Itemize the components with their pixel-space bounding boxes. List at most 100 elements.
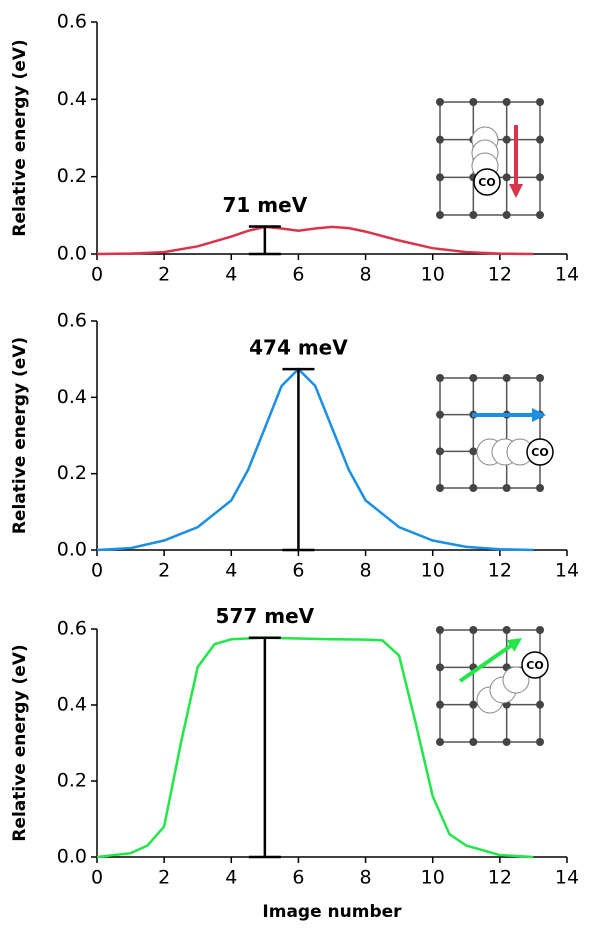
lattice-atom: [436, 98, 444, 106]
lattice-atom: [436, 173, 444, 182]
arrow-head: [509, 184, 523, 198]
inset: CO: [436, 98, 544, 219]
arrow-head: [532, 408, 546, 422]
lattice-atom: [436, 626, 444, 634]
inset: CO: [436, 374, 554, 492]
barrier-bar: [282, 367, 315, 552]
x-tick-label: 12: [488, 264, 512, 286]
lattice-atom: [436, 484, 444, 492]
y-tick-label: 0.0: [57, 846, 87, 868]
y-axis-label: Relative energy (eV): [10, 39, 30, 236]
lattice-atom: [436, 135, 444, 144]
lattice-atom: [536, 211, 544, 219]
direction-arrow: [458, 642, 514, 683]
y-tick-label: 0.4: [57, 694, 87, 716]
lattice-atom: [536, 135, 544, 144]
y-tick-label: 0.0: [57, 243, 87, 265]
barrier-bar: [248, 636, 281, 859]
x-tick-label: 10: [421, 560, 445, 582]
lattice-atom: [469, 484, 478, 492]
inset: CO: [436, 626, 549, 746]
y-tick-label: 0.2: [57, 770, 87, 792]
lattice-atom: [502, 626, 511, 634]
x-tick-label: 6: [292, 560, 304, 582]
lattice-atom: [502, 135, 511, 144]
lattice-atom: [502, 738, 511, 746]
y-tick-label: 0.0: [57, 539, 87, 561]
x-tick-label: 12: [488, 560, 512, 582]
y-tick-label: 0.2: [57, 165, 87, 187]
x-axis-label: Image number: [262, 902, 402, 922]
energy-curve: [96, 636, 534, 859]
co-label: CO: [531, 446, 548, 459]
y-axis-label: Relative energy (eV): [10, 337, 30, 534]
x-tick-label: 8: [360, 560, 372, 582]
y-tick-label: 0.4: [57, 386, 87, 408]
lattice-atom: [436, 211, 444, 219]
arrow-head: [506, 638, 522, 652]
co-molecule: [526, 438, 554, 466]
x-tick-label: 2: [158, 264, 170, 286]
lattice-atom: [469, 738, 478, 746]
lattice-atom: [536, 626, 544, 634]
y-tick-label: 0.4: [57, 88, 87, 110]
x-tick-label: 14: [555, 867, 579, 889]
lattice-atom: [502, 211, 511, 219]
x-tick-label: 4: [225, 560, 237, 582]
lattice-atom: [436, 663, 444, 672]
lattice-atom: [536, 738, 544, 746]
x-tick-label: 2: [158, 560, 170, 582]
co-ghost: [502, 666, 530, 694]
y-axis-label: Relative energy (eV): [10, 644, 30, 841]
co-molecule: [473, 168, 501, 196]
x-tick-label: 4: [225, 867, 237, 889]
barrier-bar: [248, 225, 281, 256]
lattice-atom: [436, 374, 444, 382]
y-tick-label: 0.6: [57, 618, 87, 640]
lattice-atom: [469, 700, 478, 709]
x-tick-label: 10: [421, 264, 445, 286]
y-tick-label: 0.2: [57, 462, 87, 484]
barrier-label: 71 meV: [223, 193, 308, 217]
barrier-label: 474 meV: [249, 336, 348, 360]
lattice-atom: [536, 98, 544, 106]
co-molecule: [521, 651, 549, 679]
lattice-atom: [536, 374, 544, 382]
lattice-atom: [536, 484, 544, 492]
x-tick-label: 2: [158, 867, 170, 889]
y-tick-label: 0.6: [57, 310, 87, 332]
x-tick-label: 6: [292, 264, 304, 286]
lattice-atom: [469, 447, 478, 456]
x-tick-label: 14: [555, 264, 579, 286]
lattice-atom: [502, 173, 511, 182]
x-tick-label: 8: [360, 867, 372, 889]
co-label: CO: [526, 659, 543, 672]
lattice-atom: [469, 98, 478, 106]
x-tick-label: 14: [555, 560, 579, 582]
lattice-atom: [436, 447, 444, 456]
lattice-atom: [436, 410, 444, 419]
lattice-atom: [436, 738, 444, 746]
co-label: CO: [478, 176, 495, 189]
x-tick-label: 6: [292, 867, 304, 889]
lattice-atom: [469, 211, 478, 219]
x-tick-label: 8: [360, 264, 372, 286]
y-tick-label: 0.6: [57, 11, 87, 33]
x-tick-label: 0: [91, 560, 103, 582]
x-tick-label: 0: [91, 264, 103, 286]
lattice-atom: [469, 626, 478, 634]
x-tick-label: 10: [421, 867, 445, 889]
lattice-atom: [536, 173, 544, 182]
lattice-atom: [536, 700, 544, 709]
lattice-atom: [469, 374, 478, 382]
energy-curve: [96, 225, 534, 256]
lattice-atom: [502, 374, 511, 382]
x-tick-label: 12: [488, 867, 512, 889]
lattice-atom: [436, 700, 444, 709]
lattice-atom: [502, 484, 511, 492]
energy-curve: [96, 367, 534, 552]
x-tick-label: 0: [91, 867, 103, 889]
lattice-atom: [502, 98, 511, 106]
barrier-label: 577 meV: [216, 604, 315, 628]
